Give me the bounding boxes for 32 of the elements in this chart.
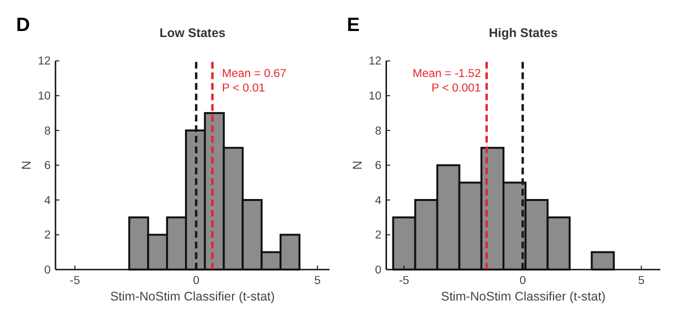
y-tick-label: 6 xyxy=(375,160,382,172)
y-tick-label: 8 xyxy=(375,125,382,138)
y-tick-label: 8 xyxy=(44,125,51,138)
chart-title: Low States xyxy=(160,26,226,40)
x-axis-title: Stim-NoStim Classifier (t-stat) xyxy=(110,289,275,304)
y-tick-label: 0 xyxy=(375,264,382,276)
annotation: P < 0.01 xyxy=(222,82,266,95)
y-tick-label: 4 xyxy=(375,194,382,207)
x-tick-label: 0 xyxy=(192,274,200,287)
x-tick-label: -5 xyxy=(70,274,80,287)
y-tick-label: 2 xyxy=(44,230,51,242)
x-tick-label: 5 xyxy=(638,274,645,287)
y-tick-label: 6 xyxy=(44,160,51,172)
x-axis-title: Stim-NoStim Classifier (t-stat) xyxy=(440,289,606,304)
x-tick-label: 5 xyxy=(314,274,321,287)
y-axis-title: N xyxy=(350,160,364,170)
chart-title: High States xyxy=(488,26,558,40)
y-tick-label: 12 xyxy=(368,56,382,68)
ref-line-label: Mean = 0.67 xyxy=(222,68,286,80)
y-tick-label: 12 xyxy=(38,56,51,68)
annotation: P < 0.001 xyxy=(431,82,481,95)
y-tick-label: 10 xyxy=(38,90,51,103)
y-tick-label: 10 xyxy=(368,90,382,103)
y-tick-label: 0 xyxy=(44,264,51,276)
ref-line-label: Mean = -1.52 xyxy=(412,68,481,80)
text: D xyxy=(16,15,30,36)
text: E xyxy=(346,15,360,36)
y-axis-title: N xyxy=(20,160,34,170)
y-tick-label: 2 xyxy=(375,230,382,242)
x-tick-label: 0 xyxy=(519,274,526,287)
x-tick-label: -5 xyxy=(398,274,410,287)
y-tick-label: 4 xyxy=(44,194,52,207)
